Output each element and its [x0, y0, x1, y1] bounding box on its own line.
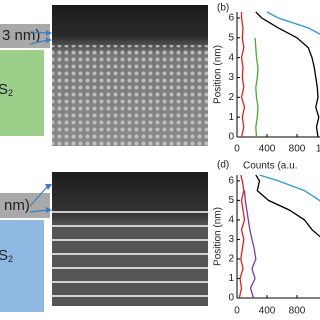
profile-line	[259, 174, 320, 202]
substrate-letter: S	[0, 247, 8, 264]
profile-line	[255, 11, 320, 138]
panel-label: (d)	[217, 160, 229, 171]
lattice	[52, 45, 208, 146]
arrow	[29, 209, 49, 213]
profile-line	[238, 174, 246, 299]
y-tick-label: 6	[228, 175, 234, 186]
substrate-letter: S	[0, 81, 8, 98]
x-tick-label: 0	[234, 144, 240, 155]
y-axis-title: Position (nm)	[213, 45, 224, 104]
profile-line	[240, 12, 246, 138]
profile-line	[266, 11, 320, 35]
x-tick-label: 400	[259, 144, 276, 155]
x-axis-title: Counts (a.u.	[243, 161, 297, 172]
y-tick-label: 4	[228, 215, 234, 226]
substrate-box	[0, 50, 44, 136]
arrow	[29, 185, 49, 207]
arrow	[29, 31, 49, 34]
y-tick-label: 3	[228, 234, 234, 245]
layer-box	[0, 24, 50, 48]
y-tick-label: 4	[228, 52, 234, 63]
x-tick-label: 800	[289, 306, 306, 317]
arrow-head	[45, 184, 52, 213]
y-tick-label: 2	[228, 254, 234, 265]
arrow-head	[46, 30, 52, 43]
y-tick-label: 0	[228, 132, 234, 143]
y-tick-label: 1	[228, 273, 234, 284]
x-tick-label: 1200	[316, 144, 320, 155]
substrate-label: S2	[0, 81, 13, 98]
layer-box	[0, 193, 50, 218]
y-tick-label: 2	[228, 92, 234, 103]
plot-area	[238, 174, 320, 299]
substrate-subscript: 2	[8, 88, 13, 98]
plot-area	[240, 11, 320, 138]
arrow	[29, 39, 49, 45]
y-tick-label: 6	[228, 13, 234, 24]
profile-line	[254, 37, 259, 138]
lattice-lines	[52, 211, 208, 297]
profile-line	[255, 174, 320, 238]
substrate-subscript: 2	[8, 254, 13, 264]
y-tick-label: 1	[228, 112, 234, 123]
y-tick-label: 0	[228, 293, 234, 304]
profile-line	[243, 190, 257, 299]
y-tick-label: 3	[228, 72, 234, 83]
y-tick-label: 5	[228, 195, 234, 206]
y-axis-title: Position (nm)	[213, 207, 224, 266]
panel-label: (b)	[217, 3, 229, 14]
substrate-label: S2	[0, 247, 13, 264]
layer-label: 3 nm)	[2, 27, 40, 44]
x-tick-label: 800	[289, 144, 306, 155]
x-tick-label: 400	[259, 306, 276, 317]
y-tick-label: 5	[228, 32, 234, 43]
layer-label: nm)	[4, 197, 30, 214]
substrate-box	[0, 220, 44, 312]
x-tick-label: 0	[234, 306, 240, 317]
